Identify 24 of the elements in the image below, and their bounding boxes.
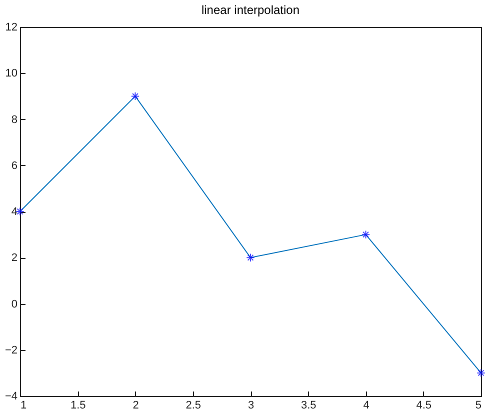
y-tick-label: 6 <box>11 160 18 172</box>
x-tick-label: 1 <box>20 400 27 412</box>
x-tick-label: 4 <box>363 400 370 412</box>
y-tick-label: −4 <box>4 390 18 402</box>
point <box>361 230 370 239</box>
chart-title: linear interpolation <box>201 3 300 17</box>
x-tick-label: 5 <box>475 400 482 412</box>
x-tick-label: 2.5 <box>186 400 202 412</box>
y-tick-label: −2 <box>4 344 18 356</box>
x-tick-label: 2 <box>132 400 139 412</box>
point <box>476 368 486 378</box>
point <box>130 92 140 101</box>
x-tick-label: 3 <box>248 400 254 412</box>
line-series <box>20 96 482 374</box>
y-tick-label: 8 <box>11 114 18 126</box>
x-tick-label: 3.5 <box>300 400 316 412</box>
x-tick-label: 1.5 <box>70 400 86 412</box>
point <box>246 253 255 262</box>
y-tick-label: 4 <box>11 206 18 218</box>
x-tick-label: 4.5 <box>416 400 432 412</box>
y-tick-label: 2 <box>11 252 18 264</box>
y-tick-label: 12 <box>5 22 18 34</box>
y-tick-label: 0 <box>11 298 18 310</box>
y-tick-label: 10 <box>5 68 18 80</box>
